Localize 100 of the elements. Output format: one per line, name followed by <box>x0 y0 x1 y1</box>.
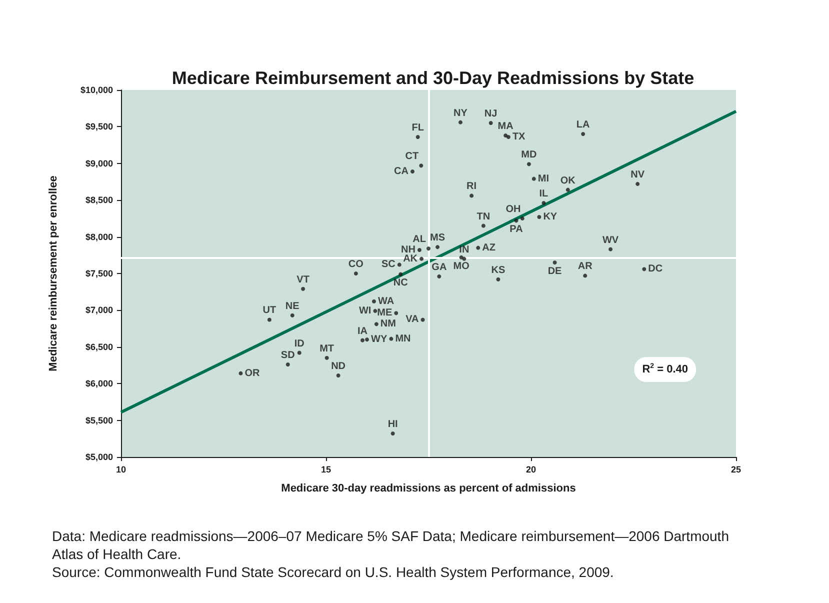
point <box>458 120 462 124</box>
point <box>420 256 424 261</box>
annotation: WV <box>602 234 619 246</box>
annotation: NY <box>454 108 468 119</box>
annotation: OR <box>244 368 260 379</box>
annotation: AL <box>412 234 426 246</box>
annotation: OH <box>506 204 521 215</box>
annotation: IN <box>459 244 470 256</box>
annotation: SD <box>280 350 295 362</box>
point <box>566 188 570 192</box>
annotation: MT <box>320 343 334 354</box>
y-tick-label: $9,500 <box>85 122 113 132</box>
annotation: VT <box>296 274 310 286</box>
annotation: NJ <box>484 108 498 120</box>
point <box>462 256 466 261</box>
point <box>267 318 272 322</box>
annotation: ND <box>331 361 346 372</box>
point <box>290 313 294 318</box>
annotation: TN <box>476 211 490 222</box>
point <box>419 164 424 168</box>
y-tick-label: $6,000 <box>85 378 113 389</box>
annotation: WY <box>371 334 388 346</box>
point <box>488 121 493 126</box>
point <box>481 224 486 228</box>
point <box>417 248 422 252</box>
point <box>514 218 518 223</box>
annotation: CA <box>394 166 409 177</box>
point <box>410 169 415 174</box>
point <box>476 246 480 250</box>
point <box>398 272 403 276</box>
annotation: LA <box>576 120 590 131</box>
annotation: NH <box>401 244 416 256</box>
annotation: PA <box>510 224 523 236</box>
point <box>526 162 531 166</box>
annotation: NC <box>393 278 408 289</box>
annotation: TX <box>512 131 526 142</box>
y-tick-label: $7,500 <box>85 268 113 278</box>
annotation: CO <box>348 259 364 270</box>
annotation: ME <box>377 308 392 319</box>
annotation: DE <box>548 266 562 277</box>
point <box>636 182 640 186</box>
y-tick-label: $5,000 <box>85 452 113 462</box>
annotation: DC <box>648 264 663 275</box>
annotation: FL <box>412 122 424 134</box>
point <box>504 134 508 138</box>
annotation: NV <box>630 169 645 180</box>
source-note: Source: Commonwealth Fund State Scorecard on U.S. Health System Performance, 2009. <box>52 564 614 580</box>
point <box>301 286 306 291</box>
point <box>286 362 290 367</box>
chart-title: Medicare Reimbursement and 30-Day Readmissions by State <box>172 68 694 88</box>
y-axis-title: Medicare reimbursement per enrollee <box>48 176 60 372</box>
y-tick-label: $10,000 <box>80 85 113 95</box>
x-tick-label: 15 <box>320 464 332 474</box>
annotation: MN <box>395 333 411 344</box>
annotation: NE <box>285 300 300 312</box>
point <box>416 134 420 139</box>
point <box>426 246 430 251</box>
annotation: AZ <box>482 242 496 254</box>
annotation: UT <box>262 305 276 316</box>
annotation: KS <box>491 264 506 276</box>
x-tick-label: 25 <box>730 464 742 474</box>
annotation: SC <box>381 259 396 270</box>
point <box>520 216 524 220</box>
annotation: ID <box>294 338 304 350</box>
annotation: WA <box>378 296 394 307</box>
annotation: AR <box>578 261 594 272</box>
point <box>436 245 440 250</box>
annotation: KY <box>543 211 558 222</box>
point <box>608 247 613 252</box>
point <box>437 274 442 278</box>
annotation: GA <box>432 262 447 273</box>
annotation: AK <box>403 253 418 264</box>
point <box>389 336 394 341</box>
x-tick-label: 20 <box>526 464 536 474</box>
annotation: WI <box>358 305 372 316</box>
point <box>336 374 340 378</box>
point <box>581 132 586 136</box>
annotation: RI <box>466 181 477 192</box>
point <box>420 318 425 322</box>
annotation: MA <box>498 121 514 132</box>
y-tick-label: $5,500 <box>85 415 113 426</box>
y-tick-label: $7,000 <box>85 305 113 316</box>
point <box>537 214 542 219</box>
point <box>394 311 398 316</box>
point <box>360 338 364 342</box>
annotation: VA <box>406 314 419 326</box>
y-tick-label: $8,500 <box>85 195 113 206</box>
annotation: IL <box>539 188 548 200</box>
y-tick-label: $8,000 <box>85 232 113 242</box>
point <box>583 274 588 278</box>
point <box>552 260 557 264</box>
point <box>372 299 376 304</box>
point <box>324 356 329 360</box>
point <box>642 267 646 272</box>
annotation: MI <box>538 173 550 184</box>
point <box>506 134 510 139</box>
point <box>390 432 395 436</box>
annotation: HI <box>388 419 398 430</box>
point <box>470 194 474 198</box>
annotation: MO <box>453 260 470 272</box>
